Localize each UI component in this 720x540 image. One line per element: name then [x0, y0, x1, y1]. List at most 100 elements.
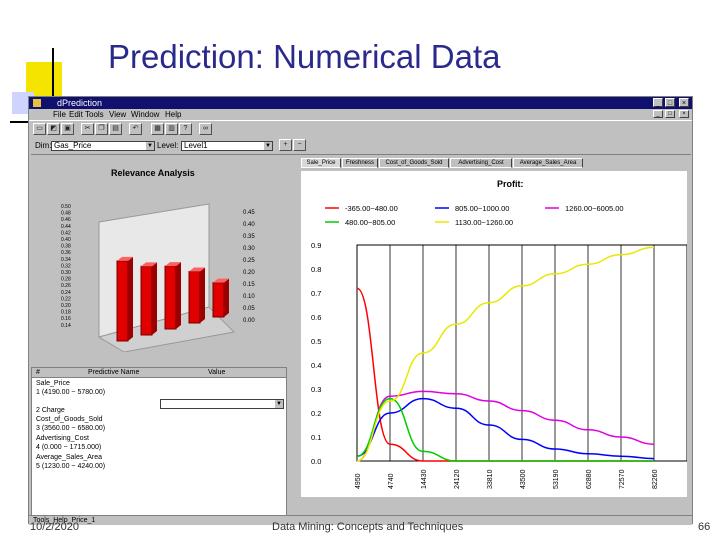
- x-tick-label: 4950: [355, 473, 362, 489]
- y-tick-label: 0.1: [311, 433, 321, 442]
- save-icon[interactable]: ▣: [61, 123, 74, 135]
- level-dropdown[interactable]: Level1 ▼: [181, 141, 273, 151]
- menu-tools[interactable]: Tools: [85, 110, 104, 119]
- tab-freshness[interactable]: Freshness: [342, 158, 378, 168]
- status-bar: Tools_Help_Price_1: [29, 515, 692, 525]
- right-tick-label: 0.00: [243, 318, 255, 324]
- zoom-in-icon[interactable]: +: [279, 139, 292, 151]
- paste-icon[interactable]: ▤: [109, 123, 122, 135]
- right-tick-label: 0.30: [243, 246, 255, 252]
- slide-title: Prediction: Numerical Data: [108, 38, 501, 75]
- maximize-button[interactable]: □: [665, 98, 675, 107]
- doc-restore-button[interactable]: □: [665, 110, 675, 118]
- relevance-bar-top: [141, 262, 157, 267]
- chevron-down-icon: ▼: [264, 142, 272, 150]
- right-tick-label: 0.35: [243, 234, 255, 240]
- relevance-bar-side: [152, 262, 157, 335]
- undo-icon[interactable]: ↶: [129, 123, 142, 135]
- relevance-bar-side: [176, 262, 181, 329]
- relevance-bar: [116, 260, 129, 342]
- left-tick-label: 0.16: [61, 316, 71, 322]
- right-tick-label: 0.20: [243, 270, 255, 276]
- help-icon[interactable]: ?: [179, 123, 192, 135]
- relevance-bar: [164, 265, 177, 330]
- zoom-out-icon[interactable]: −: [293, 139, 306, 151]
- left-tick-label: 0.34: [61, 257, 71, 263]
- left-tick-label: 0.36: [61, 250, 71, 256]
- chevron-down-icon: ▼: [275, 400, 283, 408]
- menu-view[interactable]: View: [109, 110, 127, 119]
- y-tick-label: 0.4: [311, 361, 321, 370]
- table-row-name: Cost_of_Goods_Sold: [36, 416, 103, 423]
- open-icon[interactable]: ◩: [47, 123, 60, 135]
- legend-label: 480.00~805.00: [345, 218, 395, 227]
- legend-label: -365.00~480.00: [345, 204, 398, 213]
- dim-label: Dim:: [35, 141, 52, 150]
- right-tick-label: 0.45: [243, 210, 255, 216]
- tab-average-sales-area[interactable]: Average_Sales_Area: [513, 158, 583, 168]
- relevance-bar: [140, 265, 153, 336]
- x-tick-label: 14430: [421, 469, 428, 489]
- left-tick-label: 0.20: [61, 303, 71, 309]
- x-tick-label: 24120: [454, 469, 461, 489]
- y-tick-label: 0.6: [311, 313, 321, 322]
- doc-close-button[interactable]: ×: [679, 110, 689, 118]
- menu-window[interactable]: Window: [131, 110, 160, 119]
- left-tick-label: 0.18: [61, 310, 71, 316]
- relevance-analysis-title: Relevance Analysis: [111, 168, 195, 178]
- y-tick-label: 0.9: [311, 241, 321, 250]
- legend-label: 805.00~1000.00: [455, 204, 509, 213]
- tab-advertising-cost[interactable]: Advertising_Cost: [450, 158, 512, 168]
- x-tick-label: 33810: [487, 469, 494, 489]
- left-tick-label: 0.46: [61, 217, 71, 223]
- series-line: [356, 397, 654, 462]
- left-tick-label: 0.50: [61, 204, 71, 210]
- minimize-button[interactable]: _: [653, 98, 663, 107]
- profit-line-chart: Profit: -365.00~480.00 805.00~1000.00 1260.…: [301, 171, 687, 497]
- col-header-value: Value: [208, 369, 226, 376]
- table-row-name: Sale_Price: [36, 380, 70, 387]
- relevance-bar-side: [128, 256, 133, 341]
- new-icon[interactable]: ▭: [33, 123, 46, 135]
- table-row-range: 4 (0.000 ~ 1715.000): [36, 444, 102, 451]
- left-tick-label: 0.14: [61, 323, 71, 329]
- dim-dropdown[interactable]: Gas_Price ▼: [51, 141, 155, 151]
- series-line: [356, 397, 655, 460]
- table-row-name: 2 Charge: [36, 407, 65, 414]
- link-icon[interactable]: ∞: [199, 123, 212, 135]
- window-title: dPrediction: [57, 98, 103, 108]
- left-tick-label: 0.40: [61, 237, 71, 243]
- left-tick-label: 0.24: [61, 290, 71, 296]
- table-icon[interactable]: ▥: [165, 123, 178, 135]
- x-tick-label: 43500: [520, 469, 527, 489]
- dimension-selector-row: Dim: Gas_Price ▼ Level: Level1 ▼ + −: [29, 138, 692, 154]
- x-tick-label: 82260: [652, 469, 659, 489]
- decorative-vertical-line: [52, 48, 54, 124]
- menu-help[interactable]: Help: [165, 110, 182, 119]
- menu-edit[interactable]: Edit: [69, 110, 83, 119]
- x-tick-label: 62880: [586, 469, 593, 489]
- tab-sale-price[interactable]: Sale_Price: [301, 158, 341, 168]
- table-row-name: Average_Sales_Area: [36, 454, 103, 461]
- copy-icon[interactable]: ❐: [95, 123, 108, 135]
- level-label: Level:: [157, 141, 179, 150]
- application-window: dPrediction _ □ × File Edit Tools View W…: [28, 96, 693, 525]
- tab-cost-of-goods-sold[interactable]: Cost_of_Goods_Sold: [379, 158, 449, 168]
- divider: [31, 154, 691, 155]
- close-button[interactable]: ×: [679, 98, 689, 107]
- x-tick-label: 4740: [388, 473, 395, 489]
- cut-icon[interactable]: ✂: [81, 123, 94, 135]
- chart-icon[interactable]: ▦: [151, 123, 164, 135]
- right-tick-label: 0.05: [243, 306, 255, 312]
- y-tick-label: 0.2: [311, 409, 321, 418]
- relevance-bar: [212, 282, 225, 318]
- menu-file[interactable]: File: [53, 110, 66, 119]
- chart-background: [301, 171, 687, 497]
- doc-minimize-button[interactable]: _: [653, 110, 663, 118]
- window-titlebar: dPrediction _ □ ×: [29, 97, 692, 109]
- value-dropdown[interactable]: ▼: [160, 399, 284, 409]
- relevance-bar-top: [189, 267, 205, 272]
- left-tick-label: 0.22: [61, 296, 71, 302]
- app-icon: [33, 99, 41, 107]
- x-tick-label: 72570: [619, 469, 626, 489]
